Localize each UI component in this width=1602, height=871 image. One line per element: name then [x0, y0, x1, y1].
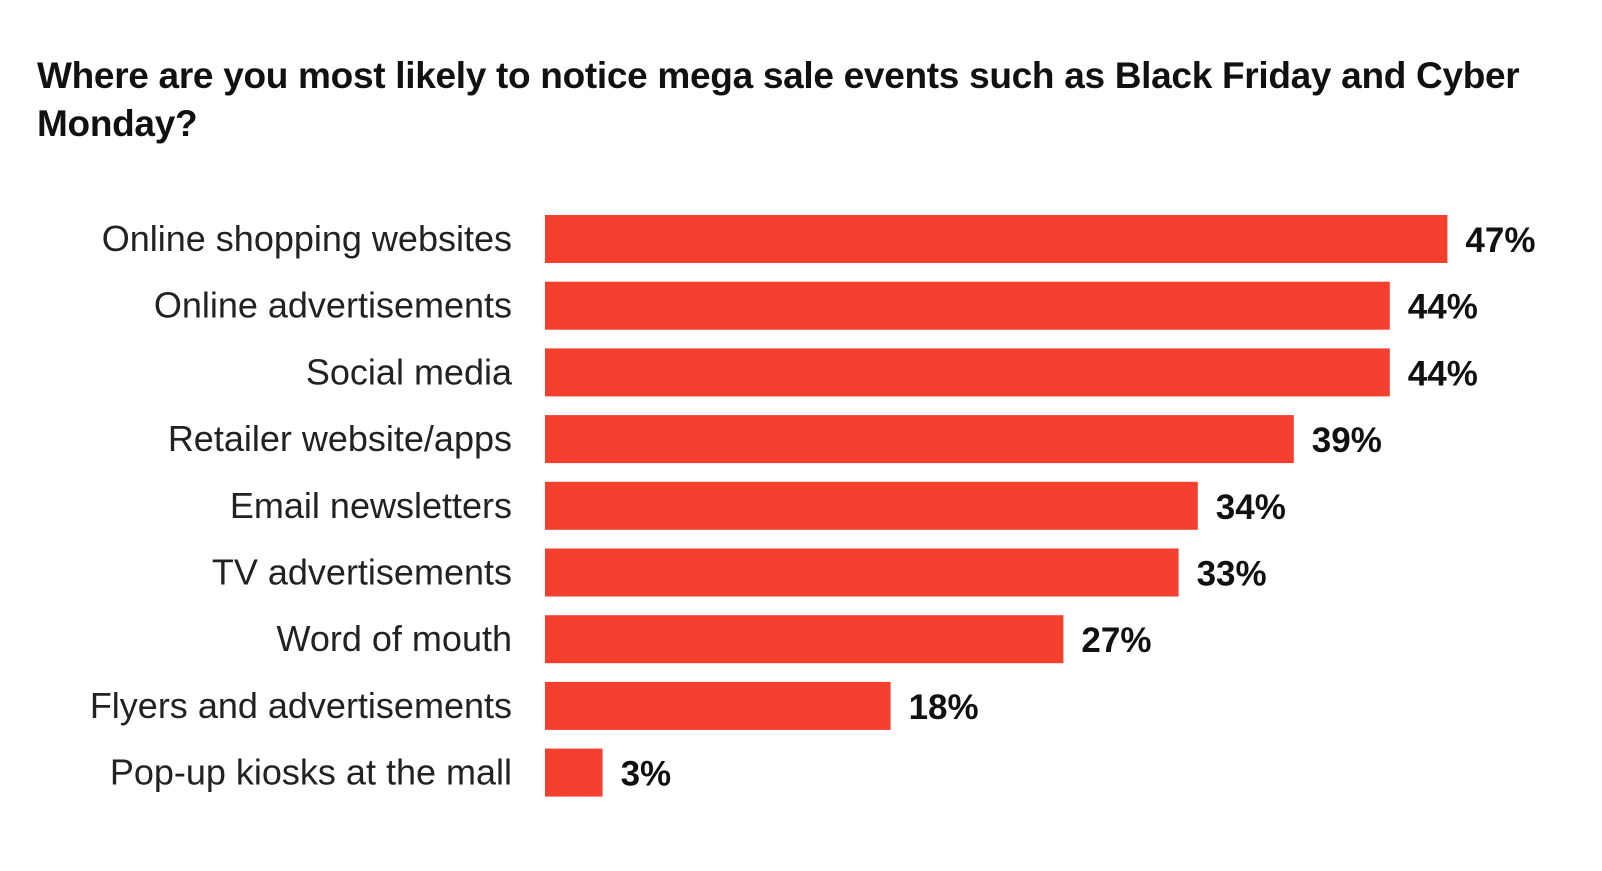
value-label: 18% — [909, 688, 979, 727]
category-label: Pop-up kiosks at the mall — [110, 752, 512, 793]
value-label: 44% — [1408, 354, 1478, 393]
category-label: Word of mouth — [277, 618, 512, 659]
bar — [545, 348, 1390, 397]
value-label: 27% — [1081, 621, 1151, 660]
bar — [545, 615, 1064, 664]
category-label: Online shopping websites — [102, 218, 512, 259]
category-label: Social media — [306, 351, 513, 392]
bar — [545, 748, 603, 797]
value-label: 34% — [1216, 488, 1286, 527]
value-label: 44% — [1408, 288, 1478, 327]
value-label: 47% — [1465, 221, 1535, 260]
category-label: Online advertisements — [154, 285, 512, 326]
bar — [545, 681, 891, 730]
bar — [545, 481, 1198, 530]
category-label: TV advertisements — [212, 552, 512, 593]
value-label: 33% — [1197, 555, 1267, 594]
category-label: Email newsletters — [230, 485, 512, 526]
bar — [545, 415, 1294, 464]
value-label: 39% — [1312, 421, 1382, 460]
category-label: Flyers and advertisements — [90, 685, 512, 726]
category-label: Retailer website/apps — [168, 418, 512, 459]
bar — [545, 281, 1390, 330]
value-label: 3% — [621, 755, 672, 794]
bar — [545, 548, 1179, 597]
bar — [545, 215, 1448, 263]
chart-title: Where are you most likely to notice mega… — [37, 55, 1520, 144]
